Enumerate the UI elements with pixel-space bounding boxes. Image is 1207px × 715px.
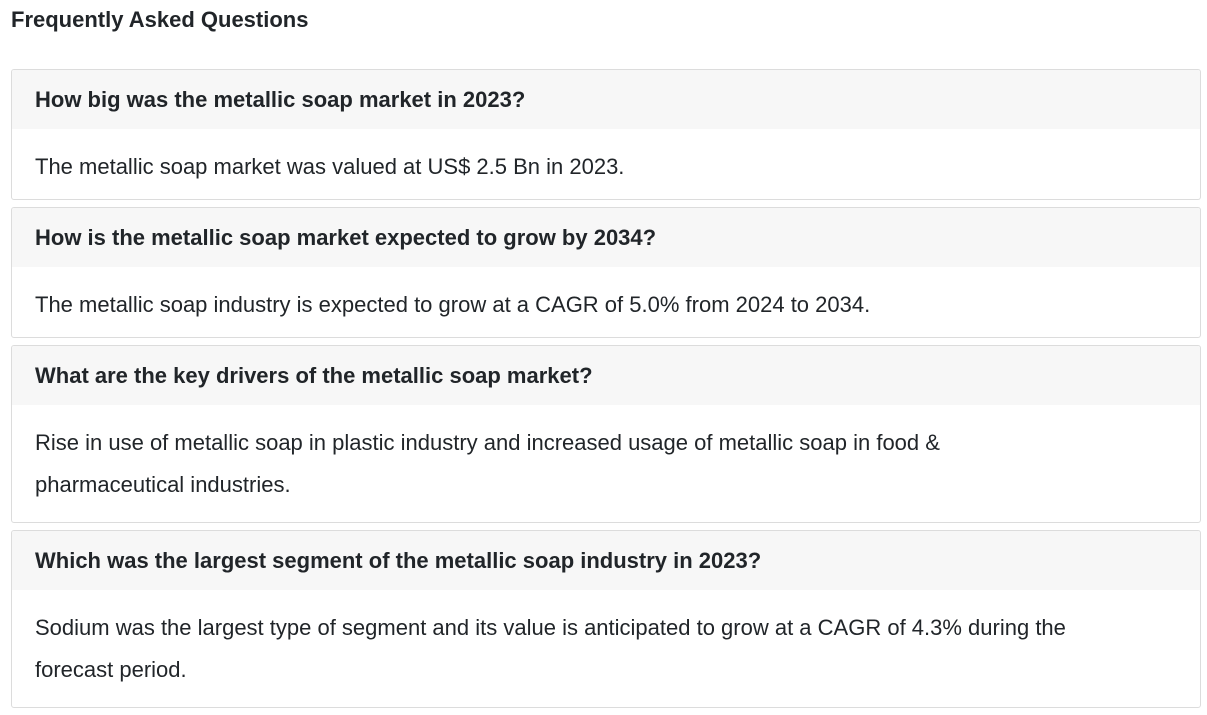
faq-question[interactable]: How big was the metallic soap market in … [12, 70, 1200, 129]
faq-answer: The metallic soap market was valued at U… [35, 154, 625, 179]
faq-question[interactable]: What are the key drivers of the metallic… [12, 346, 1200, 405]
faq-item: Which was the largest segment of the met… [11, 530, 1201, 708]
faq-question[interactable]: How is the metallic soap market expected… [12, 208, 1200, 267]
faq-answer: The metallic soap industry is expected t… [35, 292, 871, 317]
faq-item: What are the key drivers of the metallic… [11, 345, 1201, 523]
faq-item: How big was the metallic soap market in … [11, 69, 1201, 200]
faq-answer: Sodium was the largest type of segment a… [35, 615, 1066, 682]
faq-question[interactable]: Which was the largest segment of the met… [12, 531, 1200, 590]
faq-answer: Rise in use of metallic soap in plastic … [35, 430, 940, 497]
faq-item: How is the metallic soap market expected… [11, 207, 1201, 338]
faq-list: How big was the metallic soap market in … [11, 69, 1201, 715]
page-title: Frequently Asked Questions [11, 7, 309, 32]
